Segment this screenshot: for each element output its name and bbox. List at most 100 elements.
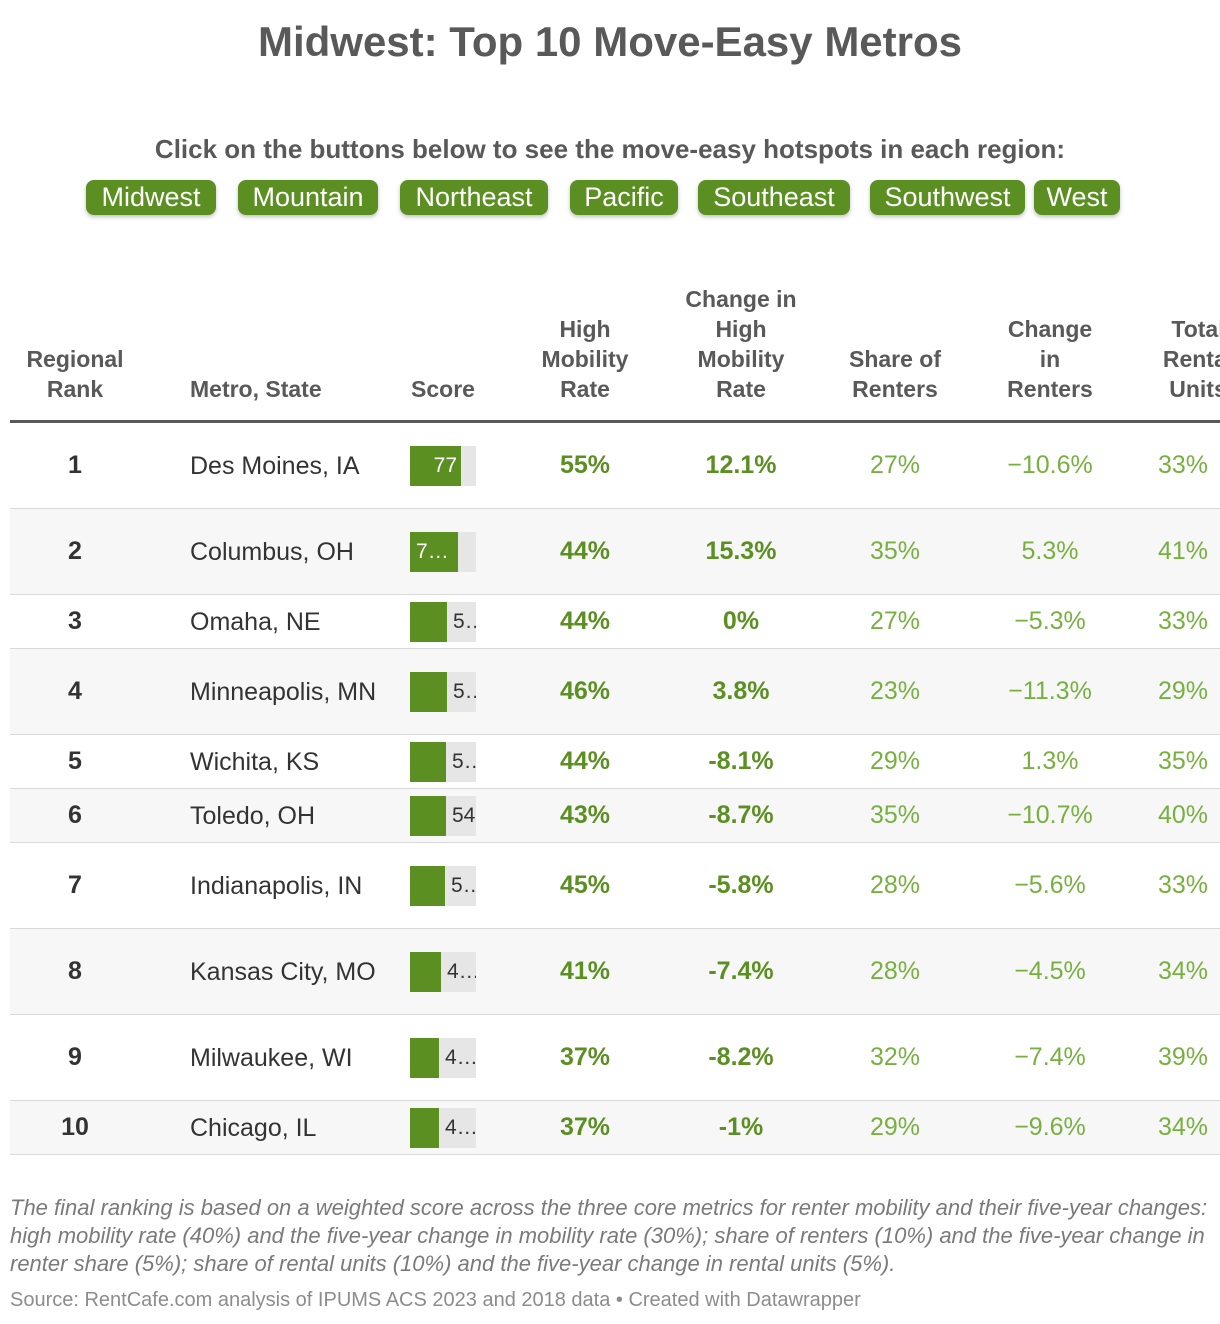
high-mobility-cell: 46% <box>559 677 611 705</box>
total-rental-cell: 41% <box>1158 537 1209 565</box>
table-row: 5 Wichita, KS 5… 44% -8.1% 29% 1.3% 35% <box>10 735 1220 789</box>
column-header-change-high-mobility[interactable]: Change in High Mobility Rate <box>685 286 797 402</box>
high-mobility-cell: 45% <box>559 871 611 899</box>
score-bar-fill <box>410 1038 439 1078</box>
change-high-mobility-cell: -8.1% <box>708 747 774 775</box>
rank-cell: 4 <box>68 677 82 705</box>
score-label: 5… <box>451 874 476 897</box>
high-mobility-cell: 44% <box>559 747 611 775</box>
metro-cell: Minneapolis, MN <box>190 677 377 706</box>
share-renters-cell: 35% <box>869 537 921 565</box>
score-label: 5… <box>453 610 476 633</box>
change-renters-cell: 5.3% <box>1021 537 1079 565</box>
change-high-mobility-cell: 12.1% <box>705 451 777 479</box>
change-high-mobility-cell: -1% <box>718 1113 764 1141</box>
score-label: 77 <box>433 454 457 477</box>
table-row: 9 Milwaukee, WI 4… 37% -8.2% 32% −7.4% 39% <box>10 1015 1220 1101</box>
total-rental-cell: 33% <box>1158 871 1209 899</box>
source-line: Source: RentCafe.com analysis of IPUMS A… <box>10 1289 861 1311</box>
column-header-rank[interactable]: Regional Rank <box>26 346 124 402</box>
change-high-mobility-cell: 15.3% <box>705 537 777 565</box>
column-header-change-renters[interactable]: Change in Renters <box>1007 316 1093 402</box>
metro-cell: Milwaukee, WI <box>190 1043 353 1072</box>
rank-cell: 7 <box>68 871 82 899</box>
table-row: 3 Omaha, NE 5… 44% 0% 27% −5.3% 33% <box>10 595 1220 649</box>
score-label: 4… <box>447 960 476 983</box>
change-high-mobility-cell: -8.2% <box>708 1043 774 1071</box>
column-header-share-renters[interactable]: Share of Renters <box>848 346 942 402</box>
score-label: 4… <box>445 1046 476 1069</box>
score-label: 72.5 <box>416 540 454 563</box>
high-mobility-cell: 43% <box>559 801 611 829</box>
high-mobility-cell: 37% <box>559 1043 611 1071</box>
share-renters-cell: 23% <box>869 677 921 705</box>
table-row: 4 Minneapolis, MN 5… 46% 3.8% 23% −11.3% 29% <box>10 649 1220 735</box>
table-row: 6 Toledo, OH 54 43% -8.7% 35% −10.7% 40% <box>10 789 1220 843</box>
change-renters-cell: −10.6% <box>1007 451 1093 479</box>
score-label: 5… <box>452 750 476 773</box>
region-button-west[interactable]: West <box>1034 180 1120 215</box>
column-header-high-mobility[interactable]: High Mobility Rate <box>541 316 629 402</box>
total-rental-cell: 33% <box>1158 451 1209 479</box>
region-button-pacific[interactable]: Pacific <box>570 180 678 215</box>
change-renters-cell: −9.6% <box>1014 1113 1086 1141</box>
rank-cell: 10 <box>61 1113 89 1141</box>
score-bar-fill <box>410 672 447 712</box>
change-renters-cell: −5.6% <box>1014 871 1086 899</box>
region-button-southwest[interactable]: Southwest <box>870 180 1025 215</box>
change-high-mobility-cell: -8.7% <box>708 801 774 829</box>
score-bar: 5… <box>410 866 476 906</box>
share-renters-cell: 27% <box>869 607 921 635</box>
score-bar: 5… <box>410 672 476 712</box>
change-renters-cell: −5.3% <box>1014 607 1086 635</box>
region-button-midwest[interactable]: Midwest <box>86 180 216 215</box>
score-bar-fill <box>410 446 461 486</box>
change-renters-cell: −7.4% <box>1014 1043 1086 1071</box>
table-row: 1 Des Moines, IA 77 55% 12.1% 27% −10.6% 33% <box>10 423 1220 509</box>
high-mobility-cell: 44% <box>559 607 611 635</box>
change-high-mobility-cell: -7.4% <box>708 957 774 985</box>
region-prompt: Click on the buttons below to see the mo… <box>154 134 1066 164</box>
column-header-score[interactable]: Score <box>411 376 475 402</box>
change-renters-cell: 1.3% <box>1021 747 1079 775</box>
total-rental-cell: 40% <box>1158 801 1209 829</box>
rank-cell: 9 <box>68 1043 82 1071</box>
ranking-table: Regional Rank Metro, State Score High Mo… <box>10 280 1220 1155</box>
score-bar-fill <box>410 532 458 572</box>
total-rental-cell: 35% <box>1158 747 1209 775</box>
share-renters-cell: 28% <box>869 957 921 985</box>
rank-cell: 1 <box>68 451 82 479</box>
score-bar-fill <box>410 742 446 782</box>
column-header-metro[interactable]: Metro, State <box>190 376 322 402</box>
metro-cell: Columbus, OH <box>190 537 354 566</box>
table-row: 2 Columbus, OH 72.5 44% 15.3% 35% 5.3% 41% <box>10 509 1220 595</box>
header-divider <box>10 420 1220 423</box>
table-row: 10 Chicago, IL 4… 37% -1% 29% −9.6% 34% <box>10 1101 1220 1155</box>
region-button-northeast[interactable]: Northeast <box>400 180 548 215</box>
change-high-mobility-cell: 0% <box>722 607 760 635</box>
region-button-mountain[interactable]: Mountain <box>238 180 378 215</box>
column-header-total-rental[interactable]: Total Rental Units <box>1162 316 1220 402</box>
total-rental-cell: 33% <box>1158 607 1209 635</box>
total-rental-cell: 29% <box>1158 677 1209 705</box>
rank-cell: 6 <box>68 801 82 829</box>
change-renters-cell: −10.7% <box>1007 801 1093 829</box>
change-renters-cell: −11.3% <box>1008 677 1092 705</box>
page-title: Midwest: Top 10 Move-Easy Metros <box>257 18 963 65</box>
share-renters-cell: 29% <box>869 1113 921 1141</box>
total-rental-cell: 39% <box>1158 1043 1209 1071</box>
share-renters-cell: 32% <box>869 1043 921 1071</box>
region-button-southeast[interactable]: Southeast <box>698 180 850 215</box>
rank-cell: 3 <box>68 607 82 635</box>
score-bar-fill <box>410 1108 439 1148</box>
score-bar: 4… <box>410 1108 476 1148</box>
share-renters-cell: 28% <box>869 871 921 899</box>
score-bar-fill <box>410 796 446 836</box>
high-mobility-cell: 37% <box>559 1113 611 1141</box>
metro-cell: Toledo, OH <box>190 801 316 830</box>
score-bar: 5… <box>410 742 476 782</box>
metro-cell: Wichita, KS <box>190 747 320 776</box>
change-renters-cell: −4.5% <box>1014 957 1086 985</box>
methodology-note: The final ranking is based on a weighted… <box>10 1195 1208 1276</box>
score-label: 5… <box>453 680 476 703</box>
